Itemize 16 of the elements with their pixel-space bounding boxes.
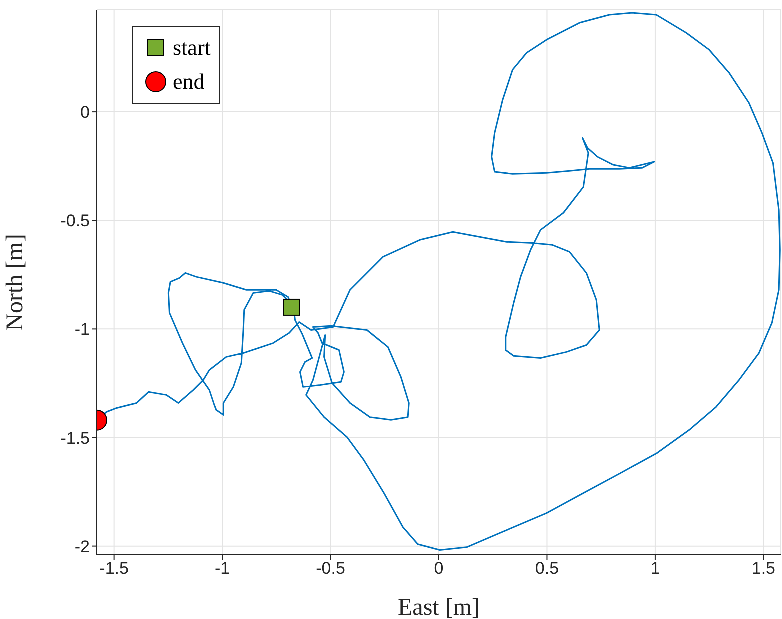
x-tick-label: -1.5 xyxy=(100,559,129,578)
x-axis-title: East [m] xyxy=(398,595,480,619)
y-tick-label: 0 xyxy=(80,103,90,122)
y-tick-label: -0.5 xyxy=(60,212,90,231)
x-tick-label: 0.5 xyxy=(535,559,560,578)
x-tick-label: 1.5 xyxy=(752,559,776,578)
x-tick-label: -1 xyxy=(214,559,230,578)
x-tick-label: -0.5 xyxy=(316,559,346,578)
y-tick-label: -2 xyxy=(74,537,90,556)
legend-label: start xyxy=(173,35,211,61)
legend-label: end xyxy=(173,69,205,95)
y-axis-title: North [m] xyxy=(2,234,29,331)
y-tick-label: -1 xyxy=(74,320,90,340)
x-tick-label: 1 xyxy=(650,559,660,578)
x-tick-label: 0 xyxy=(434,559,444,578)
y-tick-label: -1.5 xyxy=(60,428,90,448)
